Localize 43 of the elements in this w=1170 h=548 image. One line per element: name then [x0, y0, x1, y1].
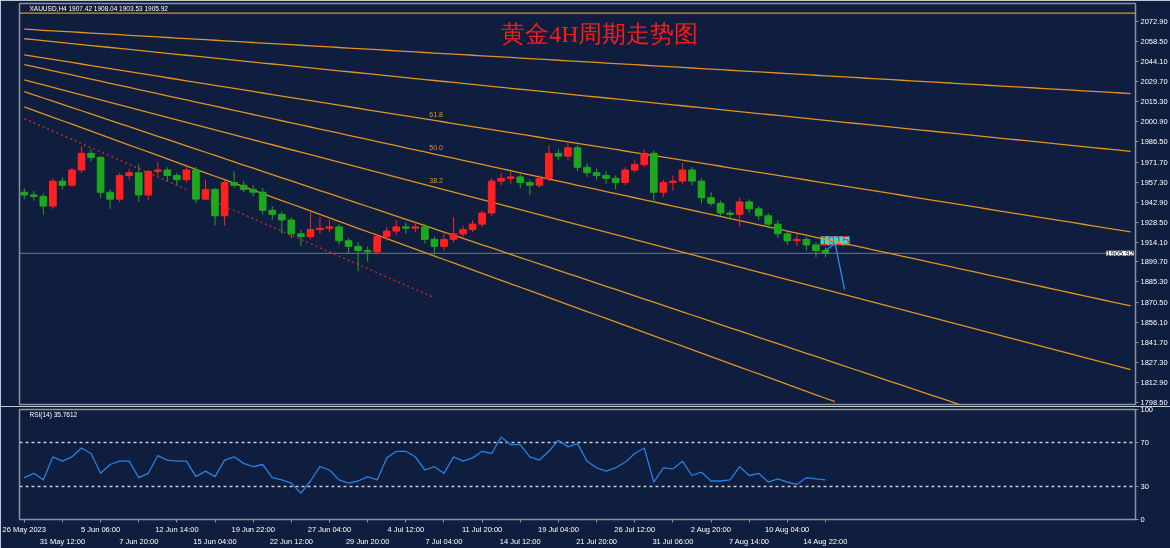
- line-series: [23, 90, 960, 406]
- candlestick: [773, 219, 782, 239]
- candlestick: [373, 233, 382, 256]
- candlestick: [230, 170, 238, 189]
- candlestick: [459, 225, 467, 239]
- candlestick: [258, 187, 267, 215]
- candlestick: [106, 188, 114, 210]
- candlestick: [583, 162, 591, 178]
- candlestick: [659, 179, 668, 199]
- candlestick: [735, 197, 744, 228]
- candlestick: [812, 241, 820, 258]
- candlestick: [449, 216, 458, 243]
- candlestick: [564, 141, 572, 161]
- line-series: [23, 436, 827, 494]
- line-series: [23, 79, 1132, 371]
- candlestick: [354, 241, 362, 272]
- candlestick: [316, 216, 324, 235]
- candlestick: [287, 216, 296, 239]
- candlestick: [87, 148, 95, 163]
- candlestick: [726, 209, 734, 220]
- candlestick: [678, 162, 687, 185]
- line-series: [23, 63, 1132, 307]
- candlestick: [573, 144, 582, 172]
- candlestick: [697, 177, 706, 204]
- candlestick: [297, 229, 305, 247]
- candlestick: [173, 172, 181, 186]
- candlestick: [68, 166, 76, 188]
- candlestick: [793, 233, 801, 247]
- candlestick: [77, 145, 86, 174]
- line-series: [23, 54, 1132, 233]
- candlestick: [306, 211, 315, 240]
- candlestick: [707, 191, 715, 207]
- candlestick: [201, 179, 210, 202]
- candlestick: [440, 233, 448, 251]
- candlestick: [669, 175, 677, 192]
- candlestick: [688, 166, 696, 186]
- candlestick: [621, 166, 630, 186]
- candlestick: [144, 169, 153, 202]
- candlestick: [134, 163, 143, 203]
- text: 黄金4H周期走势图: [501, 20, 699, 47]
- candlestick: [277, 211, 286, 235]
- candlestick: [182, 163, 191, 183]
- candlestick: [335, 223, 343, 246]
